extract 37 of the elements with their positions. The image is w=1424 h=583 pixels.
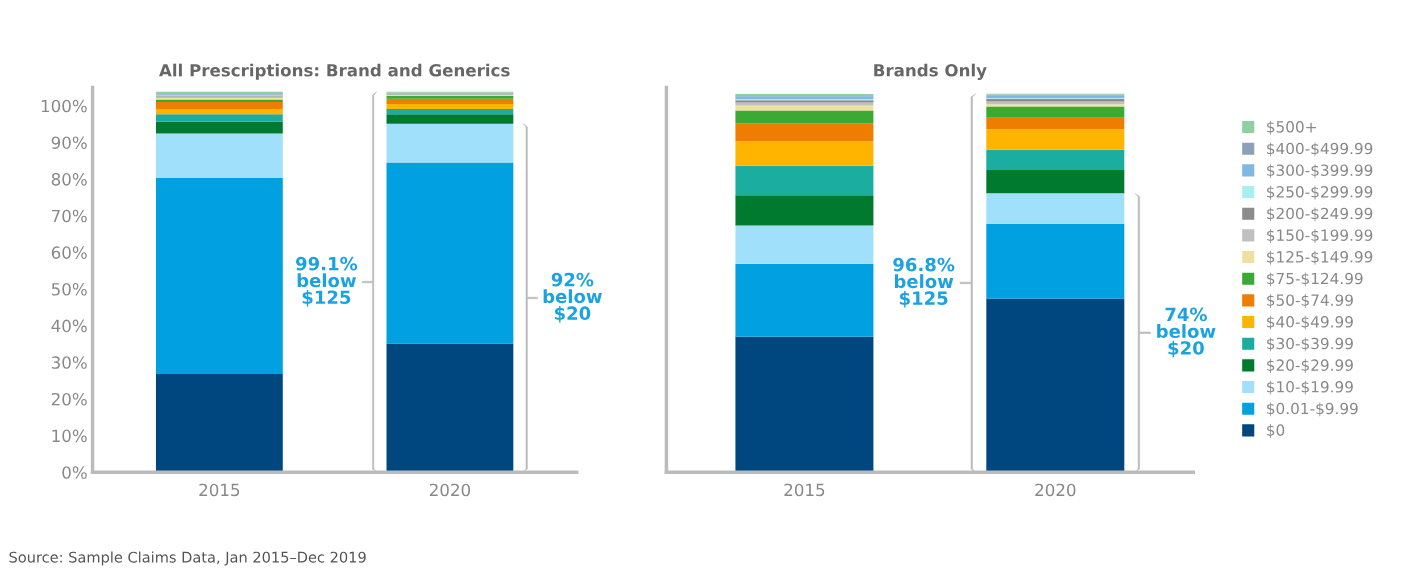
chart-title: All Prescriptions: Brand and Generics xyxy=(159,63,510,80)
legend-label: $125-$149.99 xyxy=(1267,250,1373,265)
legend-label: $50-$74.99 xyxy=(1267,294,1353,308)
source-note: Source: Sample Claims Data, Jan 2015–Dec 2019 xyxy=(9,551,366,566)
legend-label: $200-$249.99 xyxy=(1267,207,1373,222)
y-tick-label: 30% xyxy=(51,356,87,369)
legend-label: $20-$29.99 xyxy=(1267,359,1353,373)
legend-label: $30-$39.99 xyxy=(1267,337,1353,352)
x-tick-label: 2015 xyxy=(784,483,825,497)
y-tick-label: 40% xyxy=(51,319,87,333)
y-tick-label: 50% xyxy=(51,282,87,296)
y-tick-label: 60% xyxy=(51,246,87,259)
annotation: 74% below $20 xyxy=(1157,307,1216,358)
legend-label: $75-$124.99 xyxy=(1267,272,1363,287)
y-tick-label: 100% xyxy=(41,99,87,113)
x-tick-label: 2020 xyxy=(429,483,471,497)
chart-title: Brands Only xyxy=(874,63,987,80)
legend-label: $300-$399.99 xyxy=(1267,164,1373,178)
legend-label: $0 xyxy=(1267,424,1285,438)
legend-label: $150-$199.99 xyxy=(1267,229,1373,243)
annotation: 96.8% below $125 xyxy=(893,257,955,308)
y-tick-label: 0% xyxy=(62,466,87,479)
x-tick-label: 2015 xyxy=(199,483,240,497)
y-tick-label: 70% xyxy=(52,209,87,223)
y-tick-label: 90% xyxy=(51,136,87,149)
legend-label: $10-$19.99 xyxy=(1267,380,1353,395)
y-tick-label: 10% xyxy=(52,429,87,443)
legend-label: $250-$299.99 xyxy=(1267,185,1373,200)
legend-label: $500+ xyxy=(1267,120,1316,135)
annotation: 99.1% below $125 xyxy=(295,256,358,307)
legend-label: $40-$49.99 xyxy=(1267,315,1353,330)
x-tick-label: 2020 xyxy=(1035,483,1076,497)
annotation: 92% below $20 xyxy=(543,272,602,323)
legend-label: $400-$499.99 xyxy=(1267,142,1373,157)
y-tick-label: 20% xyxy=(51,392,87,406)
legend-label: $0.01-$9.99 xyxy=(1267,402,1358,417)
y-tick-label: 80% xyxy=(51,173,87,186)
